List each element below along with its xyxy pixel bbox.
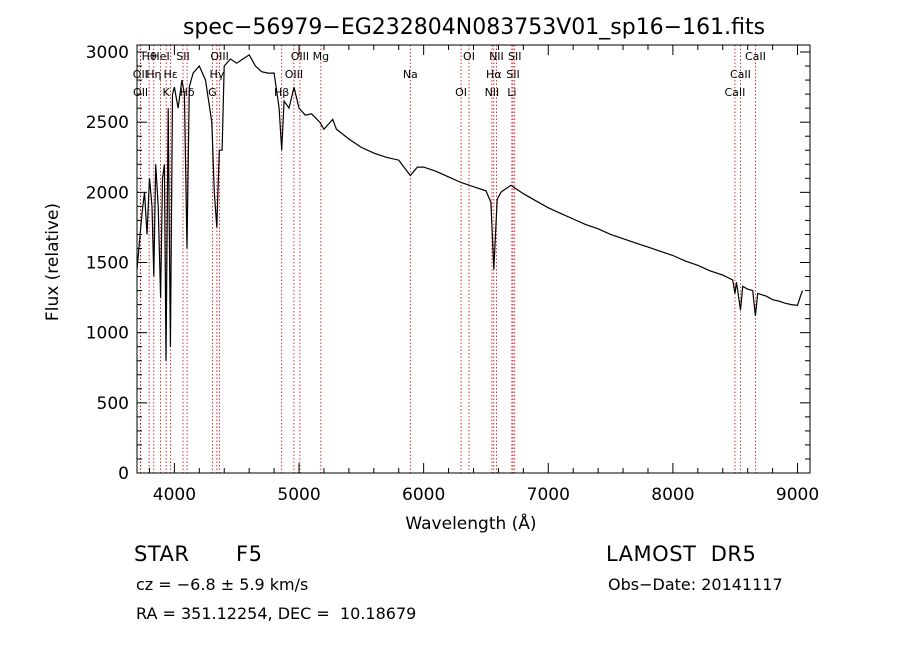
chart-title: spec−56979−EG232804N083753V01_sp16−161.f… (183, 15, 765, 40)
x-tick-label: 8000 (651, 485, 694, 505)
x-tick-label: 6000 (402, 485, 445, 505)
x-tick-label: 5000 (277, 485, 320, 505)
x-tick-label: 9000 (776, 485, 819, 505)
x-tick-label: 7000 (527, 485, 570, 505)
line-marker-label: G (208, 86, 217, 99)
y-tick-label: 500 (97, 394, 129, 414)
y-tick-label: 2500 (86, 113, 129, 133)
y-tick-label: 1500 (86, 254, 129, 274)
line-marker-label: CaII (745, 50, 766, 63)
line-marker-label: SII (508, 50, 521, 63)
line-marker-label: Hγ (209, 68, 224, 81)
line-marker-label: OII (133, 86, 148, 99)
line-marker-label: CaII (725, 86, 746, 99)
line-marker-label: HeI (151, 50, 169, 63)
x-axis-ticks: 4000 5000 6000 7000 8000 9000 (148, 45, 819, 505)
line-markers (139, 45, 756, 473)
line-marker-label: OIII (291, 50, 309, 63)
cz-value: cz = −6.8 ± 5.9 km/s (136, 575, 309, 594)
object-class: STAR (134, 542, 190, 566)
line-marker-label: Hη (146, 68, 161, 81)
line-marker-labels: HθOIIOIIHeIHηKSIIHεHδOIIIHγGOIIIOIIIHβMg… (133, 50, 766, 99)
y-tick-label: 3000 (86, 43, 129, 63)
line-marker-label: Hε (164, 68, 178, 81)
y-tick-label: 2000 (86, 183, 129, 203)
line-marker-label: Hδ (180, 86, 195, 99)
obs-date: Obs−Date: 20141117 (608, 575, 783, 594)
line-marker-label: OI (455, 86, 467, 99)
line-marker-label: Na (403, 68, 418, 81)
line-marker-label: SII (506, 68, 519, 81)
x-tick-label: 4000 (153, 485, 196, 505)
line-marker-label: NII (489, 50, 504, 63)
object-subclass: F5 (236, 542, 263, 566)
ra-dec: RA = 351.12254, DEC = 10.18679 (136, 604, 417, 623)
line-marker-label: OI (463, 50, 475, 63)
y-tick-label: 0 (118, 464, 129, 484)
line-marker-label: OIII (285, 68, 303, 81)
line-marker-label: SII (176, 50, 189, 63)
plot-frame (136, 44, 811, 474)
line-marker-label: Mg (313, 50, 329, 63)
line-marker-label: Li (507, 86, 516, 99)
line-marker-label: CaII (730, 68, 751, 81)
line-marker-label: Hα (486, 68, 502, 81)
y-tick-label: 1000 (86, 324, 129, 344)
x-axis-label: Wavelength (Å) (405, 512, 536, 534)
spectrum-line (136, 53, 804, 361)
line-marker-label: Hθ (142, 50, 157, 63)
y-axis-label: Flux (relative) (43, 203, 63, 321)
line-marker-label: K (163, 86, 171, 99)
line-marker-label: NII (485, 86, 500, 99)
y-axis-ticks: 0 500 1000 1500 2000 2500 3000 (86, 43, 810, 484)
line-marker-label: OIII (210, 50, 228, 63)
survey-label: LAMOST DR5 (606, 542, 757, 566)
